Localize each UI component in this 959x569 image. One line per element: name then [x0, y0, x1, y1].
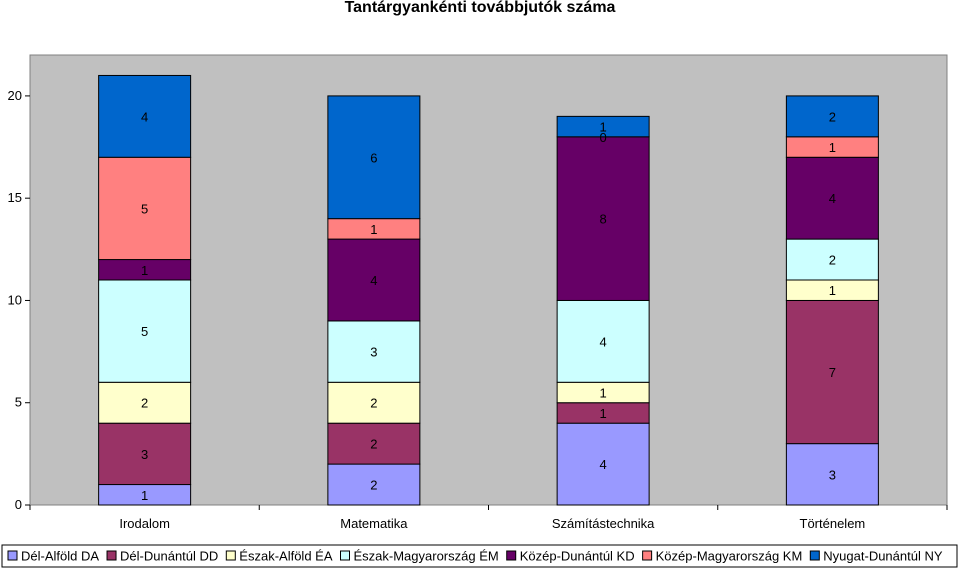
legend-item: Dél-Dunántúl DD [106, 549, 218, 564]
bar-value-label: 1 [829, 140, 836, 155]
bar-segment [785, 156, 879, 240]
legend-swatch [642, 550, 653, 561]
x-tick-label: Számítástechnika [552, 516, 655, 531]
bar-value-label: 3 [829, 467, 836, 482]
legend-item: Dél-Alföld DA [7, 549, 99, 564]
legend-item: Közép-Magyarország KM [642, 549, 803, 564]
bar-value-label: 2 [829, 109, 836, 124]
bar-value-label: 1 [141, 263, 148, 278]
legend-label: Nyugat-Dunántúl NY [823, 549, 943, 564]
bar-value-label: 1 [370, 222, 377, 237]
bar-value-label: 4 [600, 457, 607, 472]
x-tick-label: Matematika [340, 516, 408, 531]
bar-segment [327, 381, 421, 424]
legend-swatch [506, 550, 517, 561]
bar-segment [785, 299, 879, 445]
bar-value-label: 6 [370, 150, 377, 165]
bar-value-label: 2 [141, 396, 148, 411]
bar-segment [785, 443, 879, 506]
chart-title: Tantárgyankénti továbbjutók száma [345, 0, 616, 16]
bar-value-label: 4 [829, 191, 836, 206]
bar-value-label: 1 [600, 386, 607, 401]
bar-value-label: 2 [370, 437, 377, 452]
bar-value-label: 1 [829, 283, 836, 298]
legend-item: Észak-Magyarország ÉM [340, 549, 499, 564]
bar-value-label: 2 [370, 478, 377, 493]
bar-value-label: 7 [829, 365, 836, 380]
bar-value-label: 1 [600, 120, 607, 135]
bar-value-label: 3 [370, 345, 377, 360]
bar-segment [327, 95, 421, 220]
bar-value-label: 2 [370, 396, 377, 411]
legend-swatch [225, 550, 236, 561]
bar-value-label: 8 [600, 212, 607, 227]
legend-label: Dél-Alföld DA [21, 549, 99, 564]
y-tick-label: 10 [8, 292, 22, 307]
x-tick-label: Történelem [800, 516, 866, 531]
legend-label: Közép-Magyarország KM [656, 549, 803, 564]
x-tick-label: Irodalom [119, 516, 170, 531]
bar-segment [556, 422, 650, 506]
y-tick-label: 20 [8, 88, 22, 103]
bar-value-label: 1 [141, 488, 148, 503]
bar-value-label: 2 [829, 253, 836, 268]
bar-value-label: 1 [600, 406, 607, 421]
legend-label: Észak-Alföld ÉA [239, 549, 333, 564]
bar-segment [98, 74, 192, 158]
legend-swatch [809, 550, 820, 561]
bar-segment [327, 422, 421, 465]
bars [98, 74, 879, 506]
legend: Dél-Alföld DA Dél-Dunántúl DD Észak-Alföld… [1, 544, 958, 568]
legend-item: Észak-Alföld ÉA [225, 549, 333, 564]
bar-value-label: 5 [141, 324, 148, 339]
legend-item: Nyugat-Dunántúl NY [809, 549, 943, 564]
legend-swatch [340, 550, 350, 561]
y-tick-label: 0 [15, 497, 22, 512]
bar-segment [98, 279, 192, 383]
bar-segment [556, 115, 650, 138]
y-tick-label: 15 [8, 190, 22, 205]
bar-segment [556, 136, 650, 301]
legend-box [1, 544, 958, 568]
y-tick-label: 5 [15, 395, 22, 410]
bar-value-label: 4 [370, 273, 377, 288]
legend-label: Dél-Dunántúl DD [120, 549, 218, 564]
bar-segment [785, 238, 879, 281]
legend-swatch [7, 550, 18, 561]
legend-label: Közép-Dunántúl KD [520, 549, 635, 564]
bar-value-label: 3 [141, 447, 148, 462]
bar-segment [98, 156, 192, 261]
bar-segment [327, 238, 421, 322]
legend-item: Közép-Dunántúl KD [506, 549, 635, 564]
bar-segment [556, 299, 650, 383]
legend-label: Észak-Magyarország ÉM [354, 549, 499, 564]
bar-value-label: 4 [600, 334, 607, 349]
legend-swatch [106, 550, 117, 561]
bar-segment [785, 95, 879, 138]
bar-segment [327, 463, 421, 506]
bar-value-label: 4 [141, 109, 148, 124]
bar-value-label: 0 [600, 130, 607, 145]
bar-value-label: 5 [141, 201, 148, 216]
